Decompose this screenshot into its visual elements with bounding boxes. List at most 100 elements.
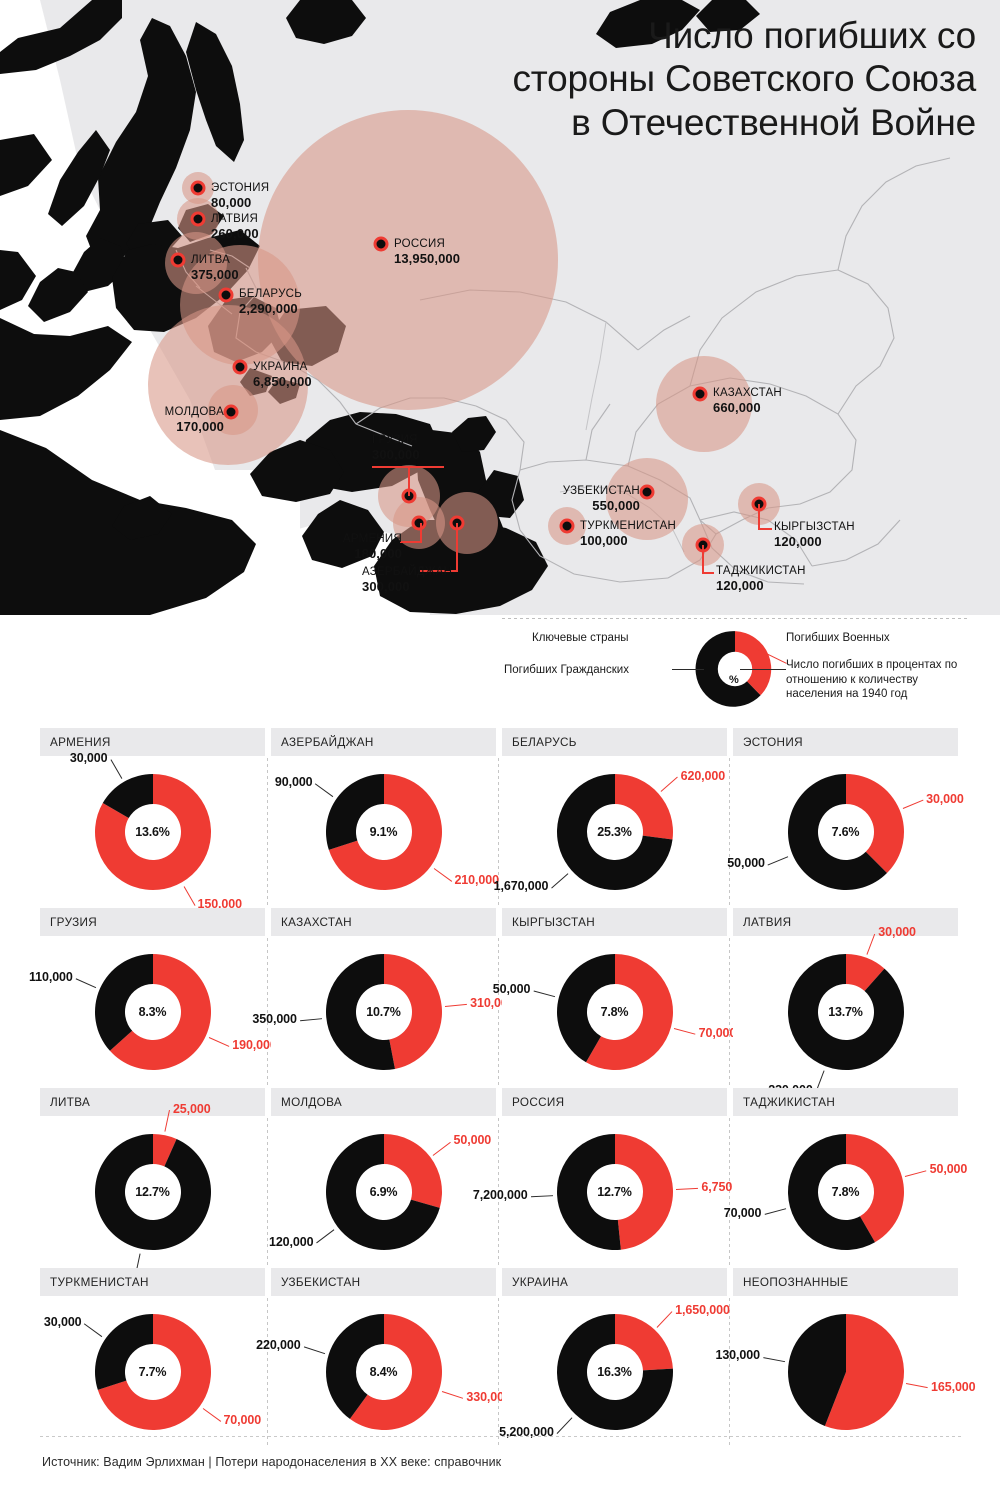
country-chart-title: ТУРКМЕНИСТАН — [40, 1268, 265, 1296]
map-dot-estonia[interactable] — [190, 180, 206, 196]
country-chart-cell[interactable]: ТУРКМЕНИСТАН 7.7% 70,000 30,000 — [40, 1268, 271, 1448]
slice-military — [614, 1314, 673, 1371]
map-label-moldova-name: МОЛДОВА — [164, 406, 224, 418]
civilian-deaths-label: 110,000 — [28, 969, 73, 984]
slice-civilian — [556, 1134, 621, 1250]
map-dot-kazakhstan[interactable] — [692, 386, 708, 402]
map-dot-turkmenistan[interactable] — [559, 518, 575, 534]
slice-military — [349, 1314, 442, 1430]
legend-key-countries: Ключевые страны — [532, 632, 629, 644]
cell-separator — [498, 938, 499, 1086]
country-chart-cell[interactable]: ЭСТОНИЯ 7.6% 30,000 50,000 — [727, 728, 964, 908]
military-deaths-label: 190,000 — [232, 1038, 277, 1053]
chart-graphic — [780, 1306, 912, 1438]
military-deaths-label: 25,000 — [172, 1101, 211, 1116]
map-dot-moldova[interactable] — [223, 404, 239, 420]
country-name-label: АЗЕРБАЙДЖАН — [281, 735, 374, 749]
cell-separator — [267, 938, 268, 1086]
map-label-turkmenistan-value: 100,000 — [580, 533, 628, 548]
map-label-latvia-name: ЛАТВИЯ — [211, 213, 259, 225]
country-chart-title: ЛАТВИЯ — [733, 908, 958, 936]
country-chart-cell[interactable]: БЕЛАРУСЬ 25.3% 620,000 1,670,000 — [494, 728, 733, 908]
military-deaths-label: 620,000 — [680, 768, 726, 783]
leader-armenia-v — [420, 523, 422, 542]
country-chart-grid: АРМЕНИЯ 13.6% 150,000 30,000 АЗЕРБАЙДЖАН 9.1%… — [29, 728, 976, 1448]
map-label-belarus-name: БЕЛАРУСЬ — [239, 288, 303, 300]
civilian-deaths-label: 1,670,000 — [493, 879, 549, 894]
military-deaths-label: 50,000 — [453, 1133, 492, 1148]
civilian-deaths-label: 90,000 — [274, 774, 313, 789]
map-dot-belarus[interactable] — [218, 287, 234, 303]
slice-civilian — [787, 1314, 846, 1427]
chart-grid-row: ГРУЗИЯ 8.3% 190,000 110,000 КАЗАХСТАН 10.7% 31… — [29, 908, 964, 1097]
country-chart-title: КЫРГЫЗСТАН — [502, 908, 727, 936]
country-chart-cell[interactable]: МОЛДОВА 6.9% 50,000 120,000 — [268, 1088, 502, 1268]
country-chart-cell[interactable]: РОССИЯ 12.7% 6,750,000 7,200,000 — [473, 1088, 756, 1268]
map-label-turkmenistan-name: ТУРКМЕНИСТАН — [580, 520, 677, 532]
civilian-deaths-label: 30,000 — [43, 1314, 82, 1329]
country-chart-cell[interactable]: ТАДЖИКИСТАН 7.8% 50,000 70,000 — [724, 1088, 967, 1268]
percent-of-population-label: 12.7% — [597, 1185, 632, 1199]
civilian-deaths-label: 7,200,000 — [472, 1188, 528, 1203]
map-dot-uzbekistan[interactable] — [639, 484, 655, 500]
country-chart-body: 13.6% 150,000 30,000 — [40, 751, 265, 911]
slice-military — [383, 1134, 442, 1208]
slice-civilian — [325, 774, 384, 850]
slice-civilian — [556, 954, 615, 1063]
country-chart-cell[interactable]: АЗЕРБАЙДЖАН 9.1% 210,000 90,000 — [271, 728, 502, 908]
map-label-kyrgyzstan-name: КЫРГЫЗСТАН — [774, 521, 855, 533]
percent-of-population-label: 7.8% — [600, 1005, 629, 1019]
cell-separator — [498, 1118, 499, 1266]
civilian-deaths-label: 350,000 — [252, 1011, 297, 1026]
military-deaths-label: 70,000 — [698, 1025, 737, 1040]
map-dot-latvia[interactable] — [190, 211, 206, 227]
map-label-georgia-value: 300,000 — [372, 447, 420, 462]
country-chart-title: КАЗАХСТАН — [271, 908, 496, 936]
chart-graphic: 10.7% — [318, 946, 450, 1078]
legend-donut-icon — [695, 631, 772, 707]
country-chart-body: 7.7% 70,000 30,000 — [40, 1296, 265, 1448]
country-chart-cell[interactable]: НЕОПОЗНАННЫЕ 165,000 130,000 — [715, 1268, 976, 1448]
percent-of-population-label: 8.3% — [138, 1005, 167, 1019]
country-chart-cell[interactable]: УКРАИНА 16.3% 1,650,000 5,200,000 — [499, 1268, 733, 1448]
country-chart-title: УКРАИНА — [502, 1268, 727, 1296]
slice-military — [824, 1314, 904, 1430]
cell-separator — [729, 758, 730, 906]
leader-azerbaijan-h — [420, 570, 458, 572]
map-dot-armenia[interactable] — [411, 515, 427, 531]
country-chart-cell[interactable]: ГРУЗИЯ 8.3% 190,000 110,000 — [29, 908, 277, 1088]
country-chart-title: РОССИЯ — [502, 1088, 727, 1116]
leader-georgia-h — [372, 466, 444, 468]
map-dot-ukraine[interactable] — [232, 359, 248, 375]
civilian-deaths-label: 120,000 — [268, 1234, 314, 1249]
legend-percent-line — [740, 669, 786, 671]
cell-separator — [729, 1298, 730, 1446]
map-dot-lithuania[interactable] — [170, 252, 186, 268]
country-chart-title: ЭСТОНИЯ — [733, 728, 958, 756]
map-label-latvia-value: 260,000 — [211, 226, 259, 241]
legend-military-label: Погибших Военных — [786, 632, 890, 644]
donut-chart — [556, 954, 673, 1070]
military-deaths-label: 150,000 — [197, 896, 243, 911]
donut-chart — [94, 774, 211, 890]
slice-military — [109, 954, 211, 1070]
country-chart-body: 165,000 130,000 — [715, 1296, 976, 1448]
map-label-ukraine: УКРАИНА 6,850,000 — [253, 361, 312, 389]
percent-of-population-label: 9.1% — [369, 825, 398, 839]
map-label-lithuania: ЛИТВА 375,000 — [191, 254, 239, 282]
country-chart-body: 12.7% 6,750,000 7,200,000 — [473, 1116, 756, 1268]
page-title-line-1: Число погибших со — [648, 15, 976, 56]
country-chart-cell[interactable]: УЗБЕКИСТАН 8.4% 330,000 220,000 — [256, 1268, 511, 1448]
map-label-ukraine-value: 6,850,000 — [253, 374, 312, 389]
country-chart-cell[interactable]: КАЗАХСТАН 10.7% 310,000 350,000 — [252, 908, 515, 1088]
country-chart-cell[interactable]: КЫРГЫЗСТАН 7.8% 70,000 50,000 — [493, 908, 736, 1088]
country-name-label: ГРУЗИЯ — [50, 915, 98, 929]
country-chart-cell[interactable]: АРМЕНИЯ 13.6% 150,000 30,000 — [40, 728, 271, 911]
map-label-lithuania-value: 375,000 — [191, 267, 239, 282]
map-dot-russia[interactable] — [373, 236, 389, 252]
slice-military — [383, 954, 442, 1069]
country-chart-body: 7.8% 70,000 50,000 — [493, 936, 736, 1088]
